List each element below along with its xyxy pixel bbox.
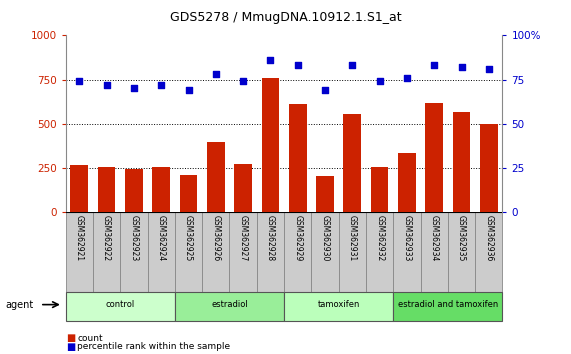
Text: GSM362921: GSM362921 — [75, 215, 84, 261]
Text: ■: ■ — [66, 342, 75, 352]
FancyBboxPatch shape — [257, 212, 284, 292]
FancyBboxPatch shape — [393, 212, 421, 292]
Text: tamoxifen: tamoxifen — [317, 300, 360, 309]
Bar — [343, 114, 361, 212]
FancyBboxPatch shape — [66, 292, 175, 321]
FancyBboxPatch shape — [93, 212, 120, 292]
Bar — [70, 166, 88, 212]
Text: GSM362925: GSM362925 — [184, 215, 193, 261]
Bar — [180, 175, 198, 212]
Text: GSM362930: GSM362930 — [320, 215, 329, 261]
Bar — [453, 113, 471, 212]
Text: GSM362934: GSM362934 — [430, 215, 439, 261]
Bar — [125, 169, 143, 212]
Point — [239, 79, 248, 84]
Bar — [316, 176, 334, 212]
Bar — [480, 124, 498, 212]
Point — [266, 57, 275, 63]
FancyBboxPatch shape — [230, 212, 257, 292]
FancyBboxPatch shape — [147, 212, 175, 292]
Point — [429, 63, 439, 68]
FancyBboxPatch shape — [421, 212, 448, 292]
Point — [293, 63, 302, 68]
FancyBboxPatch shape — [366, 212, 393, 292]
Point — [484, 66, 493, 72]
Text: agent: agent — [6, 299, 34, 310]
Bar — [289, 103, 307, 212]
FancyBboxPatch shape — [339, 212, 366, 292]
Text: GSM362931: GSM362931 — [348, 215, 357, 261]
Text: estradiol: estradiol — [211, 300, 248, 309]
Text: percentile rank within the sample: percentile rank within the sample — [77, 342, 230, 352]
FancyBboxPatch shape — [120, 212, 147, 292]
Bar — [152, 167, 170, 212]
Text: GSM362927: GSM362927 — [239, 215, 248, 261]
Point — [457, 64, 466, 70]
Point — [184, 87, 193, 93]
FancyBboxPatch shape — [284, 292, 393, 321]
Text: GSM362926: GSM362926 — [211, 215, 220, 261]
FancyBboxPatch shape — [393, 292, 502, 321]
Text: GSM362922: GSM362922 — [102, 215, 111, 261]
Bar — [234, 164, 252, 212]
Point — [102, 82, 111, 88]
Bar — [262, 78, 279, 212]
Text: GSM362924: GSM362924 — [156, 215, 166, 261]
Point — [403, 75, 412, 81]
FancyBboxPatch shape — [311, 212, 339, 292]
FancyBboxPatch shape — [475, 212, 502, 292]
Text: estradiol and tamoxifen: estradiol and tamoxifen — [398, 300, 498, 309]
FancyBboxPatch shape — [66, 212, 93, 292]
Bar — [425, 103, 443, 212]
Point — [348, 63, 357, 68]
Text: ■: ■ — [66, 333, 75, 343]
Text: GSM362932: GSM362932 — [375, 215, 384, 261]
Point — [130, 86, 139, 91]
Bar — [398, 153, 416, 212]
Text: GSM362923: GSM362923 — [130, 215, 138, 261]
FancyBboxPatch shape — [175, 212, 202, 292]
Point — [156, 82, 166, 88]
Text: GSM362929: GSM362929 — [293, 215, 302, 261]
Text: GSM362928: GSM362928 — [266, 215, 275, 261]
Bar — [207, 143, 225, 212]
Text: count: count — [77, 333, 103, 343]
Point — [375, 79, 384, 84]
Text: GSM362936: GSM362936 — [484, 215, 493, 261]
Bar — [371, 167, 388, 212]
Point — [75, 79, 84, 84]
FancyBboxPatch shape — [175, 292, 284, 321]
Bar — [98, 167, 115, 212]
Text: GDS5278 / MmugDNA.10912.1.S1_at: GDS5278 / MmugDNA.10912.1.S1_at — [170, 11, 401, 24]
Text: GSM362933: GSM362933 — [403, 215, 412, 261]
Text: GSM362935: GSM362935 — [457, 215, 466, 261]
FancyBboxPatch shape — [284, 212, 311, 292]
Point — [211, 72, 220, 77]
FancyBboxPatch shape — [448, 212, 475, 292]
FancyBboxPatch shape — [202, 212, 230, 292]
Point — [320, 87, 329, 93]
Text: control: control — [106, 300, 135, 309]
